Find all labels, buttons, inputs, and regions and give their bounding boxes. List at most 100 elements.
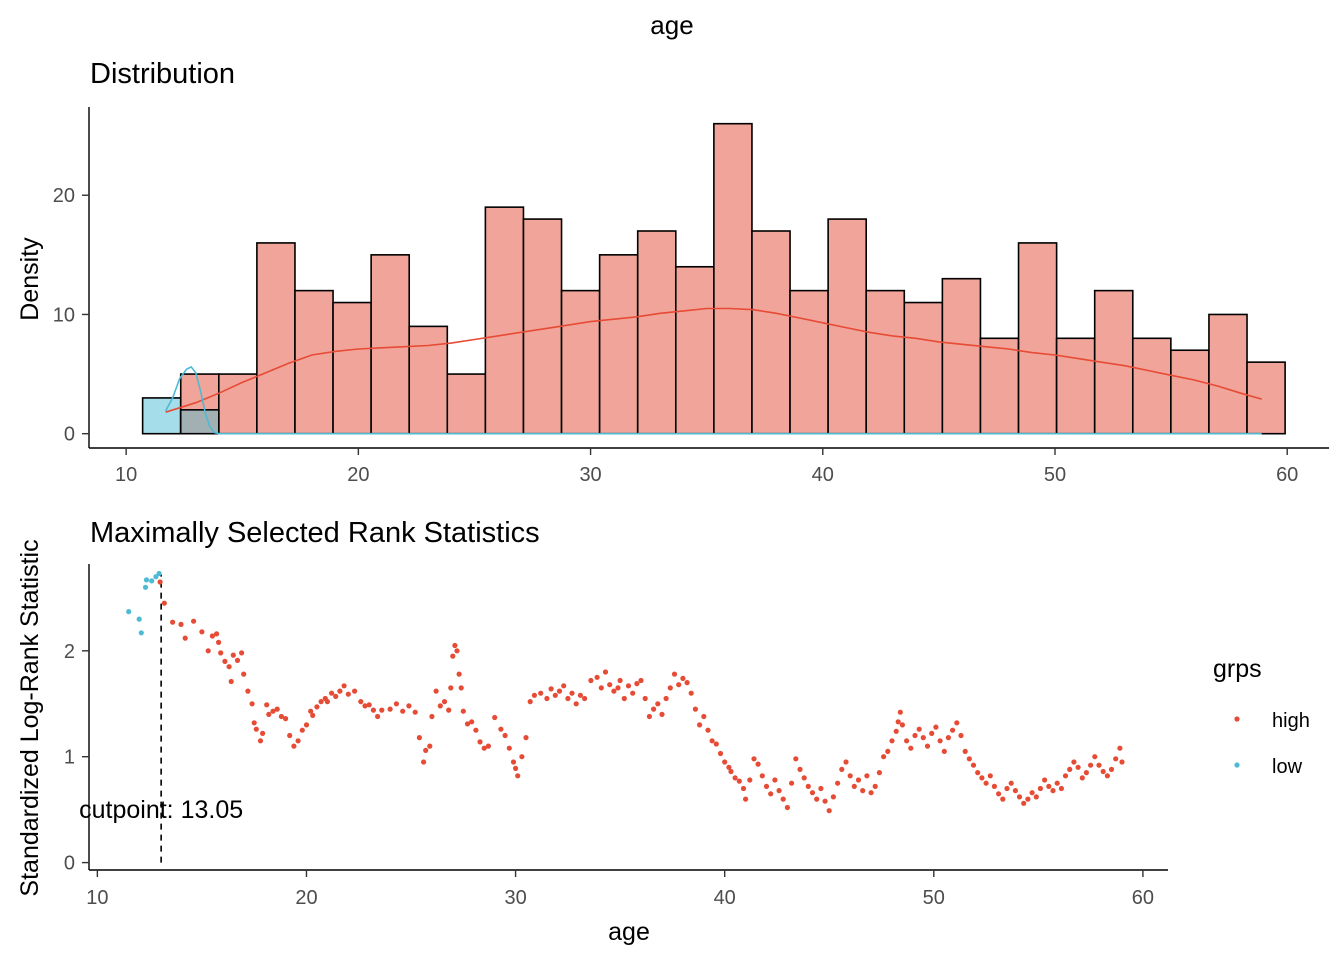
scatter-point-high-2 [170, 619, 176, 625]
scatter-point-high-19 [245, 688, 251, 694]
histogram-bars-overlap [179, 409, 220, 435]
figure-title: age [650, 10, 693, 40]
scatter-point-high-47 [352, 688, 358, 694]
scatter-point-high-216 [1050, 788, 1056, 794]
scatter-point-high-62 [427, 743, 433, 749]
scatter-point-high-4 [182, 635, 188, 641]
scatter-point-high-140 [740, 785, 747, 792]
scatter-point-high-35 [303, 722, 310, 728]
scatter-point-high-32 [291, 743, 297, 749]
scatter-point-high-13 [226, 664, 232, 670]
scatter-point-high-96 [556, 688, 563, 694]
scatter-point-high-118 [651, 706, 657, 712]
scatter-point-high-120 [659, 711, 665, 718]
scatter-point-low-5 [149, 578, 155, 584]
scatter-point-high-20 [249, 701, 255, 707]
histogram-bar-high-7 [446, 373, 487, 435]
scatter-point-high-209 [1021, 800, 1027, 806]
histogram-bar-high-16 [789, 289, 829, 435]
scatter-point-high-198 [975, 770, 981, 776]
scatter-point-high-52 [375, 713, 381, 720]
scatter-point-high-201 [987, 773, 993, 779]
scatter-point-high-42 [329, 690, 335, 696]
histogram-x-tick-label: 10 [115, 464, 137, 486]
scatter-point-high-110 [617, 677, 623, 684]
legend-key-high [1234, 716, 1240, 722]
scatter-point-high-9 [214, 631, 220, 637]
scatter-point-high-141 [743, 796, 749, 802]
scatter-point-high-185 [920, 735, 926, 741]
scatter-point-high-17 [239, 650, 245, 656]
scatter-point-high-108 [611, 688, 617, 694]
scatter-point-high-187 [929, 730, 935, 737]
scatter-point-high-116 [642, 695, 648, 702]
histogram-x-ticks: 10 20 30 40 50 60 [115, 448, 1298, 486]
histogram-bar-high-23 [1055, 337, 1096, 435]
scatter-point-high-188 [933, 724, 939, 730]
scatter-point-high-60 [421, 759, 427, 765]
scatter-point-high-125 [680, 675, 686, 682]
histogram-bar-overlap-1 [179, 409, 220, 435]
scatter-point-high-6 [199, 629, 205, 635]
scatter-point-high-89 [523, 735, 529, 741]
scatter-x-tick-label: 30 [504, 887, 526, 909]
scatter-point-high-154 [797, 766, 803, 773]
scatter-ylabel: Standardized Log-Rank Statistic [16, 539, 44, 896]
histogram-bar-high-19 [903, 301, 944, 435]
scatter-point-high-167 [851, 783, 857, 790]
scatter-y-tick-label: 1 [64, 747, 75, 769]
scatter-point-high-114 [634, 681, 640, 687]
scatter-point-high-197 [970, 762, 977, 768]
scatter-point-high-34 [299, 727, 305, 733]
scatter-point-high-176 [889, 738, 895, 744]
scatter-point-high-83 [502, 732, 508, 739]
histogram-bar-high-18 [865, 289, 906, 435]
scatter-point-high-191 [945, 735, 952, 741]
scatter-point-high-147 [768, 791, 774, 797]
scatter-point-high-67 [446, 707, 452, 713]
scatter-point-high-163 [835, 780, 841, 786]
histogram-bar-high-10 [560, 289, 601, 435]
scatter-point-high-182 [908, 745, 914, 751]
scatter-point-high-90 [527, 699, 533, 705]
scatter-x-tick-label: 60 [1132, 887, 1154, 909]
scatter-point-high-174 [881, 754, 887, 760]
scatter-point-high-228 [1100, 768, 1106, 775]
scatter-point-high-50 [366, 702, 372, 708]
scatter-point-high-142 [747, 777, 753, 783]
scatter-point-high-7 [205, 648, 211, 654]
histogram-bar-low-0 [141, 397, 182, 435]
scatter-point-high-94 [548, 686, 554, 692]
scatter-point-high-74 [460, 708, 466, 714]
scatter-point-high-46 [345, 691, 351, 697]
scatter-point-high-119 [655, 701, 661, 707]
histogram-bar-high-13 [674, 265, 715, 435]
histogram-panel: Distribution Density 10 20 30 40 50 60 0 10 20 [16, 58, 1329, 486]
scatter-point-high-103 [588, 677, 594, 684]
scatter-point-high-217 [1054, 780, 1060, 786]
scatter-point-high-78 [477, 739, 483, 745]
histogram-bar-high-11 [598, 254, 639, 435]
scatter-point-high-69 [450, 653, 456, 659]
scatter-point-high-22 [253, 726, 259, 732]
scatter-point-high-233 [1119, 759, 1125, 765]
scatter-point-high-166 [847, 773, 853, 779]
scatter-point-high-38 [314, 704, 320, 710]
scatter-point-high-131 [705, 727, 711, 733]
scatter-point-high-206 [1008, 780, 1014, 786]
scatter-xlabel: age [608, 918, 650, 946]
scatter-point-high-220 [1067, 766, 1073, 773]
scatter-point-high-65 [437, 703, 443, 709]
scatter-point-high-129 [697, 722, 703, 728]
scatter-point-high-169 [860, 788, 866, 794]
scatter-point-high-146 [763, 783, 770, 790]
scatter-point-high-95 [552, 692, 558, 698]
scatter-point-high-149 [776, 788, 782, 794]
scatter-point-high-219 [1062, 773, 1069, 779]
scatter-point-high-156 [805, 783, 811, 790]
scatter-x-ticks: 10 20 30 40 50 60 [86, 870, 1154, 909]
scatter-point-high-225 [1088, 762, 1094, 768]
scatter-point-high-137 [728, 768, 734, 775]
scatter-point-low-0 [126, 609, 132, 615]
